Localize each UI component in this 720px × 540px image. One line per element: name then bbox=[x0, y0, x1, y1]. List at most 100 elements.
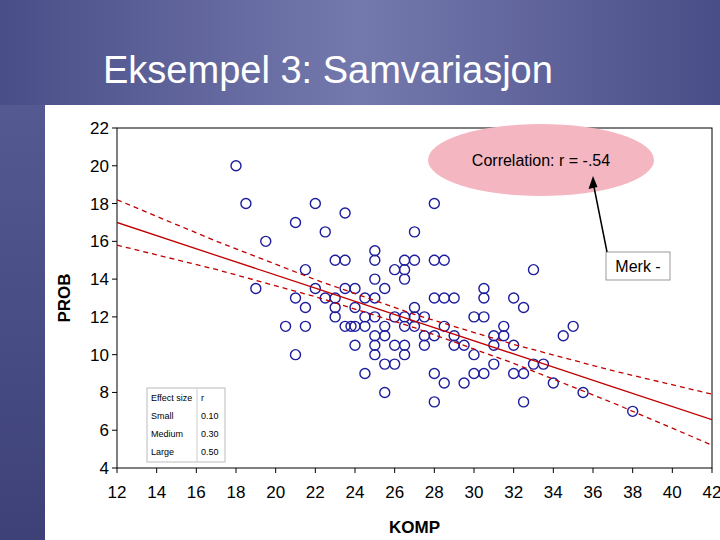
y-tick bbox=[112, 430, 117, 431]
point bbox=[370, 350, 380, 360]
y-tick-label: 4 bbox=[100, 459, 109, 478]
point bbox=[320, 227, 330, 237]
confidence-band bbox=[117, 200, 712, 394]
x-tick bbox=[275, 468, 276, 473]
x-tick-label: 22 bbox=[306, 483, 325, 502]
point bbox=[370, 340, 380, 350]
point bbox=[380, 359, 390, 369]
y-tick bbox=[112, 279, 117, 280]
point bbox=[469, 350, 479, 360]
point bbox=[400, 274, 410, 284]
point bbox=[499, 331, 509, 341]
point bbox=[419, 331, 429, 341]
annotation-bubble bbox=[428, 124, 654, 196]
y-tick-label: 6 bbox=[100, 421, 109, 440]
point bbox=[479, 369, 489, 379]
point bbox=[370, 246, 380, 256]
y-tick bbox=[112, 241, 117, 242]
x-tick bbox=[117, 468, 118, 473]
x-tick bbox=[712, 468, 713, 473]
x-tick bbox=[394, 468, 395, 473]
point bbox=[300, 321, 310, 331]
slide: Eksempel 3: Samvariasjon 12 14 16 18 20 22 24 26… bbox=[0, 0, 720, 540]
point bbox=[291, 350, 301, 360]
y-tick-label: 12 bbox=[90, 308, 109, 327]
point bbox=[241, 199, 251, 209]
x-tick bbox=[593, 468, 594, 473]
point bbox=[578, 387, 588, 397]
y-tick-label: 22 bbox=[90, 119, 109, 138]
point bbox=[519, 397, 529, 407]
point bbox=[400, 321, 410, 331]
point bbox=[509, 369, 519, 379]
point bbox=[519, 302, 529, 312]
point bbox=[429, 293, 439, 303]
x-tick bbox=[156, 468, 157, 473]
x-tick-label: 24 bbox=[346, 483, 365, 502]
point bbox=[439, 293, 449, 303]
note-annotation: Merk - bbox=[615, 258, 660, 275]
point bbox=[370, 274, 380, 284]
x-axis-label: KOMP bbox=[389, 518, 440, 537]
point bbox=[558, 331, 568, 341]
point bbox=[479, 284, 489, 294]
x-tick bbox=[315, 468, 316, 473]
point bbox=[350, 321, 360, 331]
table-cell: Large bbox=[151, 447, 174, 457]
point bbox=[340, 208, 350, 218]
table-cell: 0.30 bbox=[201, 429, 219, 439]
point bbox=[390, 265, 400, 275]
y-tick-label: 18 bbox=[90, 195, 109, 214]
x-tick bbox=[513, 468, 514, 473]
point bbox=[489, 359, 499, 369]
point bbox=[261, 236, 271, 246]
point bbox=[469, 312, 479, 322]
point bbox=[439, 255, 449, 265]
y-tick-label: 8 bbox=[100, 383, 109, 402]
point bbox=[499, 321, 509, 331]
background bbox=[0, 0, 720, 540]
point bbox=[300, 302, 310, 312]
point bbox=[310, 199, 320, 209]
point bbox=[529, 265, 539, 275]
y-tick bbox=[112, 203, 117, 204]
point bbox=[231, 161, 241, 171]
point bbox=[380, 331, 390, 341]
point bbox=[410, 302, 420, 312]
x-tick-label: 14 bbox=[147, 483, 166, 502]
x-tick-label: 26 bbox=[385, 483, 404, 502]
point bbox=[350, 302, 360, 312]
point bbox=[330, 312, 340, 322]
point bbox=[360, 321, 370, 331]
table-cell: Medium bbox=[151, 429, 183, 439]
note-box bbox=[606, 252, 670, 280]
correlation-annotation: Correlation: r = -.54 bbox=[472, 152, 610, 169]
y-tick-label: 16 bbox=[90, 232, 109, 251]
point bbox=[291, 217, 301, 227]
point bbox=[340, 321, 350, 331]
x-tick-label: 36 bbox=[584, 483, 603, 502]
point bbox=[439, 378, 449, 388]
y-tick-label: 20 bbox=[90, 157, 109, 176]
title: Eksempel 3: Samvariasjon bbox=[103, 49, 553, 91]
point bbox=[380, 284, 390, 294]
chart-panel bbox=[45, 105, 720, 540]
x-tick-label: 40 bbox=[663, 483, 682, 502]
point bbox=[400, 255, 410, 265]
x-tick-label: 30 bbox=[465, 483, 484, 502]
x-tick-label: 38 bbox=[623, 483, 642, 502]
title-bar bbox=[0, 0, 720, 105]
x-tick bbox=[672, 468, 673, 473]
point bbox=[360, 312, 370, 322]
point bbox=[390, 340, 400, 350]
point bbox=[568, 321, 578, 331]
table-header: r bbox=[201, 393, 204, 403]
point bbox=[410, 227, 420, 237]
y-tick-label: 14 bbox=[90, 270, 109, 289]
point bbox=[459, 378, 469, 388]
y-tick-label: 10 bbox=[90, 346, 109, 365]
x-tick-label: 34 bbox=[544, 483, 563, 502]
point bbox=[370, 331, 380, 341]
arrow-head bbox=[589, 176, 598, 189]
x-tick-label: 18 bbox=[227, 483, 246, 502]
